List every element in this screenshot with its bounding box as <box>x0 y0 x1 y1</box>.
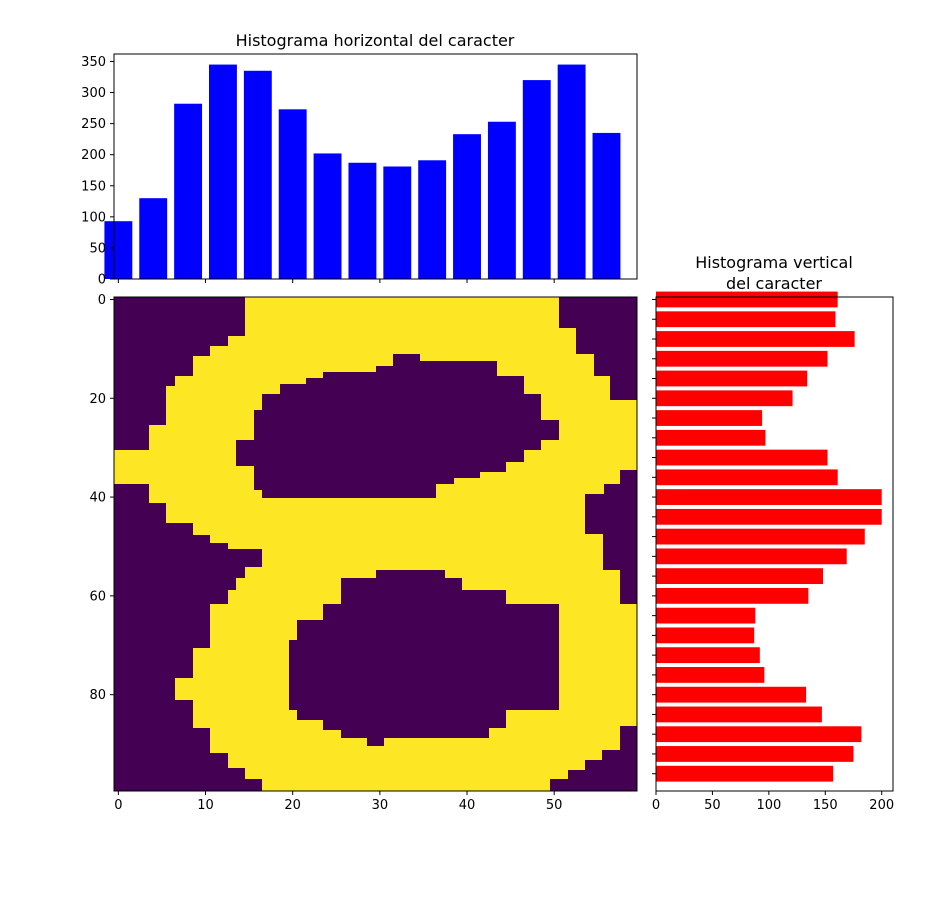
horizontal-histogram-bar <box>243 70 272 279</box>
x-tick-label: 10 <box>197 798 214 813</box>
vertical-histogram-bar <box>656 311 836 328</box>
vertical-histogram-bar <box>656 746 854 762</box>
horizontal-histogram-yticks: 0 50 100 150 200 250 300 350 <box>81 55 114 288</box>
vertical-histogram-bar <box>656 370 808 387</box>
horizontal-histogram-title: Histograma horizontal del caracter <box>236 31 515 50</box>
x-tick-label: 20 <box>284 798 301 813</box>
horizontal-histogram-bar <box>418 160 447 279</box>
horizontal-histogram-frame <box>113 53 638 280</box>
vertical-histogram-bar <box>656 568 824 585</box>
digit-eight-shape <box>114 297 637 791</box>
x-tick-label: 50 <box>546 798 563 813</box>
y-tick-label: 50 <box>89 241 106 256</box>
image-frame <box>113 296 638 792</box>
x-tick-label: 200 <box>869 798 894 813</box>
vertical-histogram-bars <box>656 291 882 782</box>
horizontal-histogram-xticks <box>117 279 555 283</box>
y-tick-label: 250 <box>81 117 106 132</box>
y-tick-label: 40 <box>89 491 106 506</box>
y-tick-label: 100 <box>81 210 106 225</box>
vertical-histogram-bar <box>656 429 766 446</box>
vertical-histogram-bar <box>656 686 807 703</box>
x-tick-label: 0 <box>652 798 660 813</box>
vertical-histogram-panel: Histograma vertical del caracter 0 50 100 1… <box>652 253 894 813</box>
horizontal-histogram-bar <box>278 109 307 279</box>
horizontal-histogram-bar <box>139 198 168 279</box>
horizontal-histogram-bar <box>174 103 203 279</box>
horizontal-histogram-panel: Histograma horizontal del caracter 0 50 10… <box>81 31 638 288</box>
vertical-histogram-bar <box>656 726 862 743</box>
horizontal-histogram-bar <box>209 64 237 279</box>
x-tick-label: 0 <box>114 798 122 813</box>
vertical-histogram-bar <box>656 647 760 664</box>
y-tick-label: 80 <box>89 688 106 703</box>
vertical-histogram-bar <box>656 469 838 486</box>
vertical-histogram-title-line1: Histograma vertical <box>695 253 853 272</box>
horizontal-histogram-bar <box>592 132 621 279</box>
vertical-histogram-xticks: 0 50 100 150 200 <box>652 791 894 813</box>
y-tick-label: 0 <box>98 293 106 308</box>
vertical-histogram-bar <box>656 508 882 525</box>
x-tick-label: 30 <box>372 798 389 813</box>
y-tick-label: 200 <box>81 148 106 163</box>
y-tick-label: 20 <box>89 392 106 407</box>
vertical-histogram-bar <box>656 765 834 782</box>
vertical-histogram-bar <box>656 667 765 683</box>
x-tick-label: 40 <box>459 798 476 813</box>
vertical-histogram-bar <box>656 528 865 545</box>
y-tick-label: 0 <box>98 273 106 288</box>
y-tick-label: 300 <box>81 86 106 101</box>
image-xticks: 0 10 20 30 40 50 <box>114 791 562 813</box>
horizontal-histogram-bar <box>383 166 412 279</box>
horizontal-histogram-bar <box>104 221 133 279</box>
vertical-histogram-bar <box>656 390 793 407</box>
x-tick-label: 100 <box>756 798 781 813</box>
horizontal-histogram-bars <box>104 64 621 279</box>
image-yticks: 0 20 40 60 80 <box>89 293 114 703</box>
y-tick-label: 60 <box>89 589 106 604</box>
vertical-histogram-frame <box>655 296 894 792</box>
vertical-histogram-bar <box>656 627 755 644</box>
y-tick-label: 150 <box>81 179 106 194</box>
y-tick-label: 350 <box>81 55 106 70</box>
vertical-histogram-bar <box>656 449 828 466</box>
vertical-histogram-title-line2: del caracter <box>726 274 822 293</box>
vertical-histogram-bar <box>656 607 756 624</box>
x-tick-label: 50 <box>704 798 721 813</box>
horizontal-histogram-bar <box>522 80 551 279</box>
vertical-histogram-bar <box>656 489 882 505</box>
vertical-histogram-yticks <box>652 298 656 775</box>
vertical-histogram-bar <box>656 706 822 723</box>
horizontal-histogram-bar <box>348 162 377 279</box>
horizontal-histogram-bar <box>313 153 342 279</box>
vertical-histogram-bar <box>656 548 847 565</box>
vertical-histogram-bar <box>656 350 828 367</box>
vertical-histogram-bar <box>656 410 763 426</box>
horizontal-histogram-bar <box>487 121 516 279</box>
horizontal-histogram-bar <box>453 134 481 279</box>
character-image-panel: 0 20 40 60 80 0 10 20 30 40 50 <box>89 293 638 813</box>
vertical-histogram-bar <box>656 587 809 604</box>
vertical-histogram-bar <box>656 331 855 347</box>
vertical-histogram-bar <box>656 291 838 308</box>
x-tick-label: 150 <box>813 798 838 813</box>
horizontal-histogram-bar <box>557 64 586 279</box>
